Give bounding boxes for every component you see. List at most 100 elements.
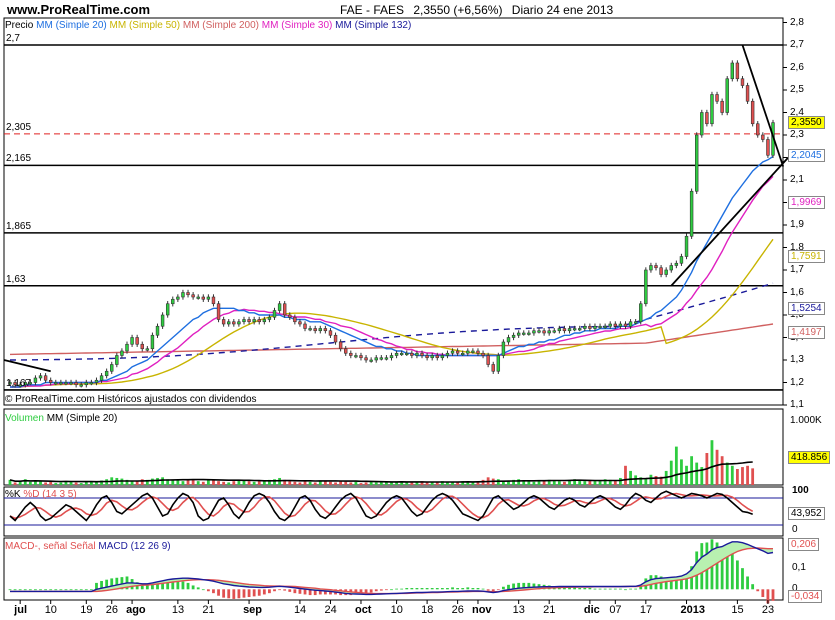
macd-histogram-bar: [568, 587, 571, 590]
candle: [323, 328, 328, 332]
candle: [313, 328, 317, 332]
candle: [735, 62, 740, 80]
volume-bar: [339, 481, 343, 485]
candle: [344, 348, 348, 354]
volume-bar: [100, 480, 103, 485]
candle: [364, 357, 368, 361]
candle: [89, 382, 94, 385]
macd-histogram-bar: [491, 589, 495, 592]
macd-histogram-bar: [303, 589, 307, 595]
macd-histogram-bar: [49, 589, 53, 591]
candle: [232, 321, 236, 325]
macd-histogram-bar: [23, 589, 27, 591]
candle: [588, 325, 592, 329]
macd-histogram-bar: [420, 588, 424, 590]
candle: [288, 314, 292, 318]
candle: [552, 330, 556, 333]
volume-bar: [74, 482, 78, 485]
volume-bar: [613, 480, 617, 485]
y-tick-label: 2,8: [790, 16, 804, 28]
x-tick-label: 13: [171, 604, 185, 616]
candle: [308, 328, 312, 331]
price-footer: © ProRealTime.com Históricos ajustados c…: [5, 394, 257, 405]
x-tick-label: 26: [105, 604, 118, 616]
candle: [374, 357, 378, 361]
candle: [410, 352, 414, 356]
volume-bar: [507, 481, 510, 485]
legend-stoch-d: %D (14 3 5): [23, 489, 77, 500]
volume-legend: Volumen MM (Simple 20): [5, 413, 117, 424]
candle: [593, 325, 597, 329]
candle: [74, 382, 78, 386]
macd-histogram-bar: [400, 588, 404, 590]
macd-tick-label: 0: [792, 583, 798, 594]
macd-histogram-bar: [206, 589, 210, 592]
x-tick-label: oct: [354, 604, 372, 616]
macd-histogram-bar: [374, 589, 378, 592]
volume-bar: [323, 481, 327, 485]
volume-bar: [669, 460, 673, 485]
macd-histogram-bar: [191, 585, 195, 590]
x-tick-label: 17: [639, 604, 653, 616]
volume-bar: [181, 481, 185, 485]
volume-bar: [374, 482, 378, 485]
volume-bar: [583, 481, 587, 485]
candle: [150, 334, 155, 350]
macd-histogram-bar: [79, 589, 83, 591]
candle: [196, 296, 200, 299]
macd-histogram-bar: [201, 589, 205, 591]
volume-bar: [227, 482, 231, 485]
volume-bar: [359, 483, 363, 485]
candle: [669, 265, 673, 271]
volume-bar: [385, 481, 388, 485]
symbol-label: FAE - FAES: [340, 3, 405, 17]
candle: [425, 355, 429, 359]
macd-histogram-bar: [471, 588, 475, 590]
volume-bar: [598, 481, 602, 485]
candle: [761, 134, 765, 140]
macd-histogram-bar: [680, 578, 683, 590]
candle: [43, 375, 48, 381]
candle: [211, 296, 216, 305]
macd-histogram-bar: [496, 589, 500, 591]
volume-bar: [476, 481, 480, 485]
candle: [715, 94, 719, 102]
x-tick-label: dic: [583, 604, 600, 616]
macd-histogram-bar: [639, 585, 643, 590]
candle: [79, 384, 83, 387]
macd-histogram-bar: [115, 577, 119, 590]
volume-bar: [619, 477, 622, 485]
candle: [420, 352, 424, 356]
y-tick-label: 1,6: [790, 286, 804, 298]
candle: [394, 352, 399, 356]
x-tick-label: 10: [44, 604, 57, 616]
volume-bar: [39, 481, 42, 485]
candle: [689, 190, 694, 237]
candle: [695, 134, 699, 192]
candle: [135, 337, 139, 345]
macd-histogram-bar: [461, 588, 465, 590]
macd-histogram-bar: [283, 589, 287, 591]
macd-histogram-bar: [502, 586, 505, 590]
macd-histogram-bar: [517, 582, 521, 590]
volume-bar: [690, 456, 694, 485]
macd-histogram-bar: [28, 589, 32, 591]
candle: [674, 262, 679, 266]
candle: [38, 375, 43, 379]
volume-bar: [405, 481, 409, 485]
volume-bar: [456, 481, 460, 485]
macd-histogram-bar: [578, 588, 582, 590]
macd-line: [10, 541, 774, 596]
candle: [48, 379, 53, 383]
level-label: 1,63: [6, 273, 26, 285]
macd-histogram-bar: [725, 550, 729, 590]
volume-bar: [8, 479, 12, 485]
legend-ma50: MM (Simple 50): [109, 20, 181, 31]
volume-bar: [130, 481, 134, 485]
stoch-d-line: [9, 492, 754, 520]
ma200-line: [9, 323, 774, 356]
candle: [720, 100, 724, 113]
candle: [633, 321, 638, 324]
macd-histogram-bar: [486, 589, 490, 591]
